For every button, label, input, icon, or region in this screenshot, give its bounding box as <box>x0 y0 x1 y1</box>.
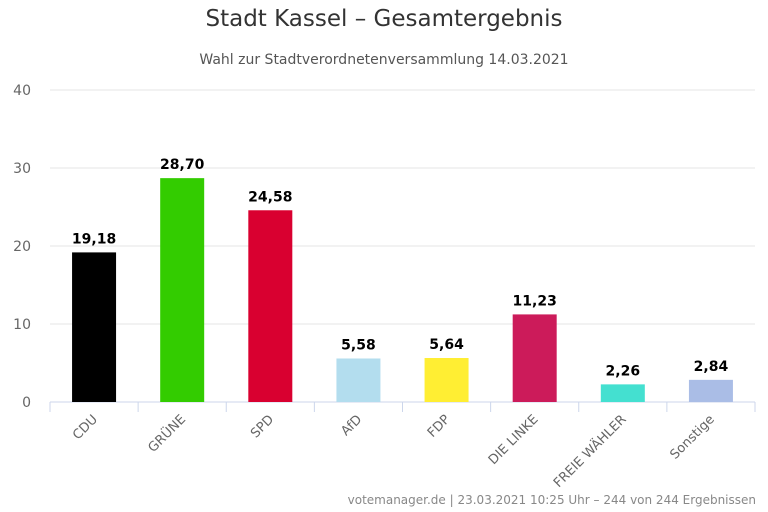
chart-title: Stadt Kassel – Gesamtergebnis <box>205 6 563 32</box>
data-label: 19,18 <box>72 231 116 247</box>
y-tick-label: 0 <box>22 395 31 411</box>
y-tick-label: 40 <box>13 83 31 99</box>
bar-die-linke[interactable] <box>512 314 557 402</box>
bar-gr-ne[interactable] <box>160 178 205 402</box>
bar-cdu[interactable] <box>72 252 117 402</box>
data-label: 28,70 <box>160 157 205 173</box>
y-tick-label: 20 <box>13 239 31 255</box>
data-label: 5,58 <box>341 337 376 353</box>
x-tick-label: CDU <box>70 412 101 443</box>
y-tick-label: 30 <box>13 161 31 177</box>
bar-freie-w-hler[interactable] <box>600 384 645 402</box>
y-tick-label: 10 <box>13 317 31 333</box>
bar-afd[interactable] <box>336 358 381 402</box>
x-tick-label: FDP <box>425 412 454 441</box>
x-tick-label: Sonstige <box>667 412 717 462</box>
x-tick-label: FREIE WÄHLER <box>550 412 629 491</box>
bar-sonstige[interactable] <box>688 379 733 402</box>
chart-subtitle: Wahl zur Stadtverordnetenversammlung 14.… <box>199 52 569 68</box>
bar-fdp[interactable] <box>424 358 469 402</box>
data-label: 5,64 <box>429 337 464 353</box>
x-tick-label: GRÜNE <box>144 411 189 456</box>
chart-credits: votemanager.de | 23.03.2021 10:25 Uhr – … <box>347 493 756 507</box>
data-label: 24,58 <box>248 189 292 205</box>
x-tick-label: AfD <box>338 412 365 439</box>
data-label: 11,23 <box>513 293 557 309</box>
data-label: 2,26 <box>606 363 641 379</box>
bar-spd[interactable] <box>248 210 293 402</box>
x-tick-label: SPD <box>248 412 277 441</box>
x-tick-label: DIE LINKE <box>486 412 542 468</box>
data-label: 2,84 <box>694 359 729 375</box>
